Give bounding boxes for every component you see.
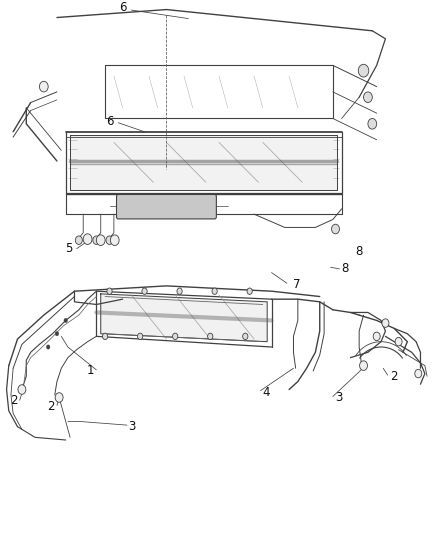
Text: 3: 3 xyxy=(335,391,343,404)
Text: 8: 8 xyxy=(355,245,362,258)
Circle shape xyxy=(415,369,422,378)
Circle shape xyxy=(395,337,402,346)
Text: 2: 2 xyxy=(47,400,55,413)
Circle shape xyxy=(247,288,252,294)
Polygon shape xyxy=(101,294,267,342)
Circle shape xyxy=(208,333,213,340)
Circle shape xyxy=(83,234,92,245)
Circle shape xyxy=(110,235,119,246)
Text: 5: 5 xyxy=(65,242,72,255)
Circle shape xyxy=(368,118,377,129)
Text: 7: 7 xyxy=(293,278,301,291)
Circle shape xyxy=(96,235,105,246)
Circle shape xyxy=(243,333,248,340)
Circle shape xyxy=(373,332,380,341)
Circle shape xyxy=(360,361,367,370)
Circle shape xyxy=(142,288,147,294)
Text: 3: 3 xyxy=(128,420,135,433)
Circle shape xyxy=(64,318,67,322)
Circle shape xyxy=(173,333,178,340)
Circle shape xyxy=(55,393,63,402)
Circle shape xyxy=(93,236,100,245)
Circle shape xyxy=(364,92,372,102)
Text: 6: 6 xyxy=(119,2,127,14)
Text: 2: 2 xyxy=(390,370,397,383)
Circle shape xyxy=(107,288,112,294)
Circle shape xyxy=(358,64,369,77)
FancyBboxPatch shape xyxy=(117,195,216,219)
Polygon shape xyxy=(70,135,337,190)
Text: 6: 6 xyxy=(106,115,113,127)
Circle shape xyxy=(39,82,48,92)
Circle shape xyxy=(382,319,389,327)
Circle shape xyxy=(75,236,82,245)
Text: 8: 8 xyxy=(342,262,349,276)
Text: 2: 2 xyxy=(10,394,18,407)
Circle shape xyxy=(177,288,182,294)
Text: 1: 1 xyxy=(87,365,94,377)
Circle shape xyxy=(55,332,59,336)
Circle shape xyxy=(212,288,217,294)
Circle shape xyxy=(18,385,26,394)
Circle shape xyxy=(102,333,108,340)
Circle shape xyxy=(106,236,113,245)
Circle shape xyxy=(46,345,50,349)
Circle shape xyxy=(332,224,339,234)
Circle shape xyxy=(138,333,143,340)
Text: 4: 4 xyxy=(263,386,270,399)
